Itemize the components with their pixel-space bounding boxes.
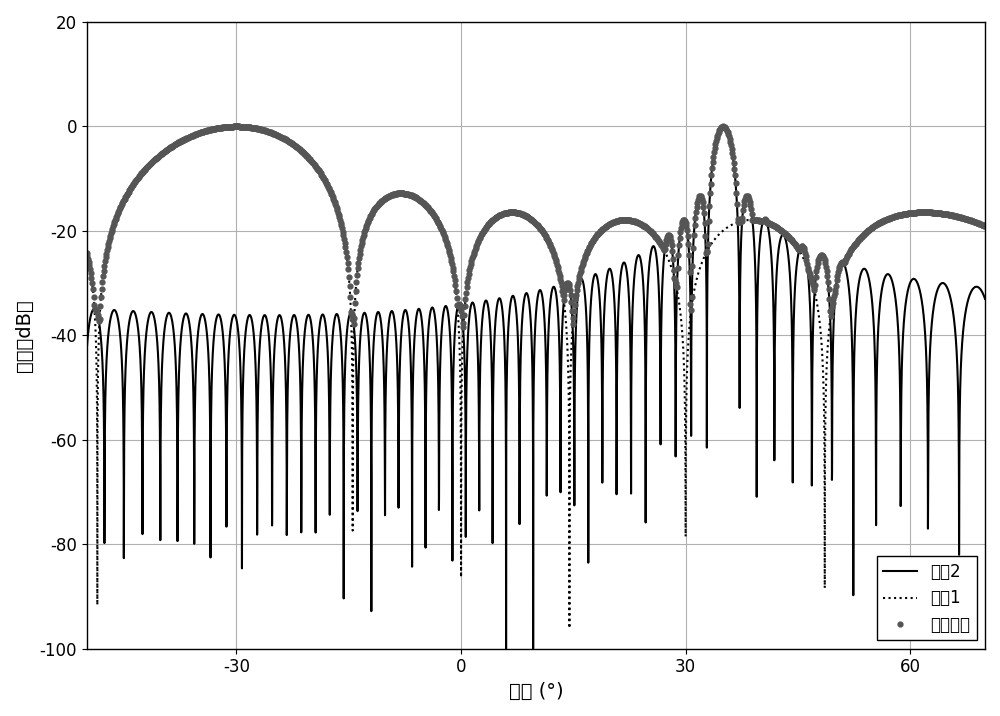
合成波形 <box>81 248 93 257</box>
波形1 <box>612 216 624 225</box>
波形2 <box>717 122 729 131</box>
合成波形 <box>230 122 242 131</box>
波形1 <box>230 122 242 131</box>
波形1 <box>563 624 575 632</box>
波形2 <box>500 644 512 653</box>
波形2 <box>81 345 93 354</box>
合成波形 <box>123 186 135 195</box>
波形2 <box>652 263 664 272</box>
波形1 <box>406 191 418 200</box>
Y-axis label: 增益（dB）: 增益（dB） <box>15 299 34 372</box>
波形2 <box>979 294 991 303</box>
Line: 合成波形: 合成波形 <box>84 124 987 329</box>
波形1 <box>652 235 664 243</box>
合成波形 <box>979 222 991 231</box>
波形2 <box>747 221 759 229</box>
波形1 <box>747 216 759 224</box>
合成波形 <box>339 243 351 251</box>
波形1 <box>979 222 991 231</box>
波形1 <box>81 248 93 257</box>
Legend: 波形2, 波形1, 合成波形: 波形2, 波形1, 合成波形 <box>877 556 977 640</box>
波形2 <box>406 477 418 485</box>
波形1 <box>795 249 807 258</box>
合成波形 <box>182 133 194 142</box>
合成波形 <box>457 322 469 331</box>
Line: 波形1: 波形1 <box>87 127 985 628</box>
合成波形 <box>707 153 719 161</box>
Line: 波形2: 波形2 <box>87 127 985 649</box>
波形2 <box>795 243 807 251</box>
合成波形 <box>658 244 670 253</box>
波形2 <box>612 305 624 314</box>
X-axis label: 角度 (°): 角度 (°) <box>509 682 563 701</box>
合成波形 <box>717 122 729 131</box>
波形1 <box>126 182 138 190</box>
波形2 <box>126 308 138 316</box>
